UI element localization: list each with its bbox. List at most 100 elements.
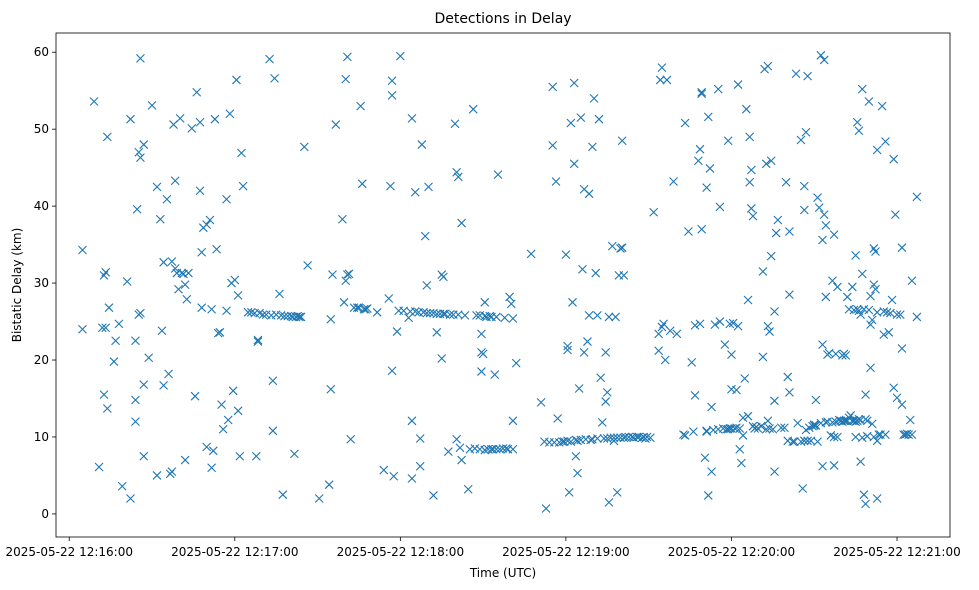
x-tick-label: 2025-05-22 12:18:00	[337, 545, 464, 559]
data-point	[727, 350, 736, 360]
data-point	[478, 349, 488, 359]
data-point	[571, 451, 581, 461]
data-point	[144, 353, 154, 363]
data-point	[417, 140, 427, 149]
data-point	[237, 148, 246, 158]
data-point	[387, 76, 397, 86]
data-point	[290, 449, 299, 459]
data-point	[386, 181, 395, 191]
data-point	[886, 308, 895, 318]
data-point	[190, 391, 200, 401]
data-point	[588, 142, 597, 152]
data-point	[576, 113, 586, 123]
data-point	[793, 418, 803, 428]
data-point	[857, 269, 867, 279]
data-point	[842, 292, 852, 302]
data-point	[578, 264, 587, 274]
data-point	[857, 84, 867, 94]
data-point	[814, 203, 824, 213]
data-point	[342, 270, 352, 280]
data-point	[230, 275, 240, 285]
x-axis-ticks: 2025-05-22 12:16:00 2025-05-22 12:17:00 20…	[6, 537, 961, 559]
data-point	[723, 136, 733, 146]
data-point	[131, 336, 140, 346]
data-point	[342, 52, 352, 62]
data-point	[387, 366, 397, 376]
data-point	[232, 75, 241, 85]
data-point	[139, 140, 149, 149]
data-point	[866, 363, 875, 373]
data-point	[180, 455, 190, 465]
data-point	[357, 179, 367, 189]
data-point	[879, 307, 889, 316]
data-point	[508, 314, 518, 323]
data-point	[715, 202, 725, 212]
data-point	[773, 215, 783, 225]
data-point	[781, 177, 791, 187]
data-point	[741, 104, 751, 114]
data-point	[687, 357, 697, 367]
data-point	[452, 434, 462, 444]
data-point	[213, 328, 223, 338]
data-point	[104, 303, 114, 313]
x-tick-label: 2025-05-22 12:17:00	[171, 545, 298, 559]
data-point	[102, 404, 112, 413]
data-point	[900, 430, 910, 440]
data-point	[218, 424, 228, 434]
data-point	[852, 117, 862, 127]
data-point	[821, 292, 831, 302]
data-point	[265, 54, 274, 64]
data-point	[361, 304, 370, 314]
data-point	[791, 69, 801, 79]
data-point	[548, 82, 558, 92]
data-point	[851, 250, 861, 260]
data-point	[331, 120, 341, 129]
data-point	[801, 127, 811, 137]
data-point	[395, 51, 405, 61]
data-point	[569, 159, 579, 169]
data-point	[278, 490, 288, 500]
y-axis-ticks: 0 10 20 30 40 50 60	[34, 45, 56, 521]
data-point	[847, 282, 857, 292]
data-point	[126, 494, 135, 503]
data-point	[829, 432, 839, 442]
data-point	[654, 346, 664, 356]
data-point	[770, 467, 779, 476]
data-point	[846, 411, 856, 420]
data-point	[268, 426, 278, 436]
data-point	[594, 114, 604, 124]
data-point	[612, 487, 622, 497]
data-point	[338, 214, 347, 224]
data-point	[813, 437, 822, 446]
data-point	[684, 227, 693, 236]
data-point	[601, 397, 611, 406]
data-point	[732, 385, 741, 395]
data-point	[407, 474, 417, 483]
data-point	[725, 319, 735, 329]
data-point	[101, 323, 111, 333]
data-point	[131, 417, 140, 426]
data-point	[859, 490, 869, 500]
data-point	[215, 327, 225, 337]
data-point	[811, 395, 821, 405]
data-point	[195, 186, 205, 196]
data-point	[452, 167, 462, 177]
data-point	[861, 499, 870, 509]
data-point	[697, 224, 707, 234]
data-point	[758, 352, 768, 362]
data-point	[788, 437, 798, 446]
data-point	[707, 467, 716, 476]
data-point	[584, 189, 594, 199]
data-point	[765, 424, 774, 433]
data-point	[212, 244, 221, 254]
data-point	[258, 310, 268, 320]
data-point	[621, 432, 630, 442]
data-point	[583, 337, 592, 346]
data-point	[828, 417, 837, 427]
data-point	[665, 326, 675, 336]
data-point	[680, 431, 690, 440]
data-point	[884, 327, 894, 337]
data-point	[455, 443, 465, 453]
data-point	[437, 354, 447, 363]
data-point	[897, 400, 907, 410]
